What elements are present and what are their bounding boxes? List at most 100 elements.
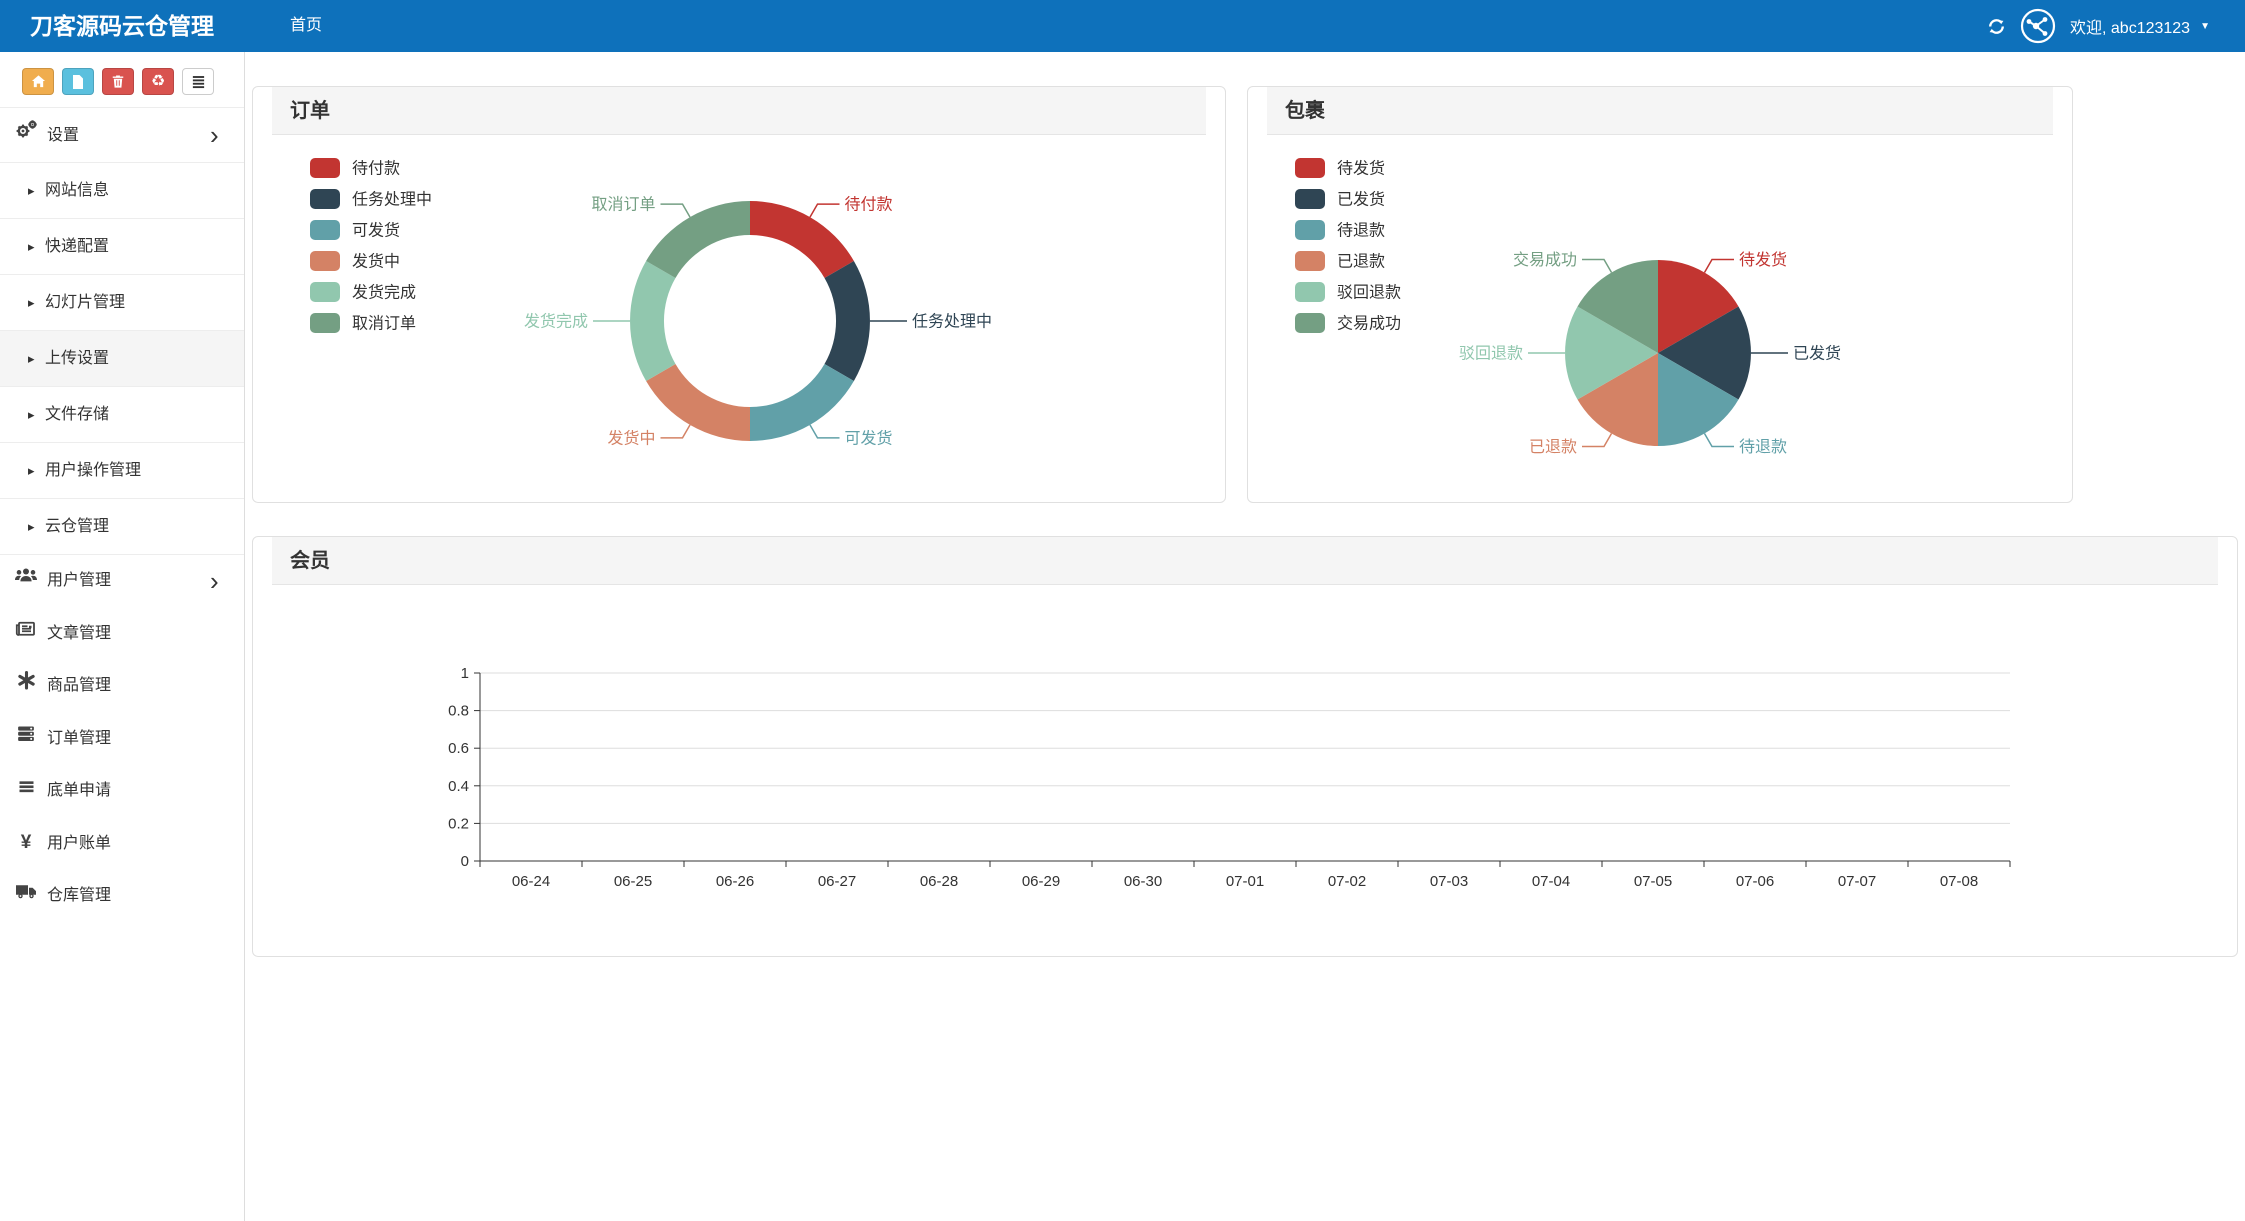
legend-label[interactable]: 交易成功	[1337, 315, 1401, 333]
pie-label-line	[809, 424, 840, 439]
legend-label[interactable]: 待退款	[1337, 222, 1385, 240]
sidebar-item-site-info[interactable]: ▸ 网站信息	[0, 163, 244, 219]
pie-label-line	[1703, 433, 1734, 448]
user-avatar[interactable]	[2020, 8, 2056, 44]
sidebar-item-label: 订单管理	[47, 729, 112, 747]
legend-label[interactable]: 已退款	[1337, 253, 1385, 271]
pie-slice[interactable]	[630, 261, 676, 381]
legend-label[interactable]: 待发货	[1337, 160, 1385, 178]
legend-label[interactable]: 可发货	[352, 222, 400, 240]
legend-swatch[interactable]	[1295, 220, 1325, 240]
legend-label[interactable]: 取消订单	[352, 315, 416, 333]
legend-swatch[interactable]	[310, 189, 340, 209]
legend-swatch[interactable]	[1295, 313, 1325, 333]
sidebar-item-user-bills[interactable]: ¥ 用户账单	[0, 818, 244, 871]
caret-down-icon[interactable]: ▼	[2200, 20, 2210, 32]
sidebar-item-file-storage[interactable]: ▸ 文件存储	[0, 387, 244, 443]
pie-slice[interactable]	[1577, 353, 1659, 446]
pie-slice[interactable]	[750, 201, 854, 278]
sidebar-item-user-operation-management[interactable]: ▸ 用户操作管理	[0, 443, 244, 499]
file-icon	[71, 74, 85, 90]
x-tick-label: 07-03	[1430, 873, 1468, 890]
pie-label-line	[1703, 258, 1734, 273]
sidebar-item-label: 用户账单	[47, 834, 112, 852]
sidebar-item-upload-settings[interactable]: ▸ 上传设置	[0, 331, 244, 387]
sidebar-item-receipt-application[interactable]: 底单申请	[0, 765, 244, 818]
pie-label-line	[660, 203, 691, 218]
pie-slice[interactable]	[1658, 260, 1739, 353]
pie-slice[interactable]	[1565, 306, 1658, 400]
recycle-button[interactable]: ♻	[142, 68, 174, 95]
nav-item-home[interactable]: 首页	[290, 17, 323, 34]
legend-swatch[interactable]	[310, 158, 340, 178]
list-button[interactable]	[182, 68, 214, 95]
trash-button[interactable]	[102, 68, 134, 95]
legend-swatch[interactable]	[310, 313, 340, 333]
sidebar-item-express-config[interactable]: ▸ 快递配置	[0, 219, 244, 275]
sidebar-item-article-management[interactable]: 文章管理	[0, 608, 244, 661]
pie-slice[interactable]	[646, 364, 750, 441]
caret-right-icon: ▸	[28, 239, 35, 254]
legend-swatch[interactable]	[1295, 189, 1325, 209]
caret-right-icon: ▸	[28, 183, 35, 198]
legend-swatch[interactable]	[1295, 251, 1325, 271]
pie-slice[interactable]	[646, 201, 750, 278]
caret-right-icon: ▸	[28, 463, 35, 478]
legend-label[interactable]: 发货中	[352, 253, 400, 271]
legend-label[interactable]: 已发货	[1337, 191, 1385, 209]
pie-label: 发货中	[607, 429, 655, 447]
pie-slice[interactable]	[1658, 306, 1751, 400]
legend-label[interactable]: 待付款	[352, 160, 400, 178]
pie-slice[interactable]	[750, 364, 854, 441]
pie-label: 任务处理中	[912, 313, 992, 331]
legend-swatch[interactable]	[310, 220, 340, 240]
sidebar-item-cloud-warehouse-management[interactable]: ▸ 云仓管理	[0, 499, 244, 555]
pie-label-line	[1582, 433, 1613, 448]
legend-label[interactable]: 发货完成	[352, 284, 416, 302]
sidebar-item-label: 网站信息	[45, 182, 110, 199]
trash-icon	[111, 74, 125, 89]
legend-label[interactable]: 任务处理中	[352, 191, 432, 209]
pie-slice[interactable]	[824, 261, 870, 381]
legend-swatch[interactable]	[1295, 158, 1325, 178]
sidebar-item-label: 底单申请	[47, 782, 112, 799]
legend-swatch[interactable]	[1295, 282, 1325, 302]
refresh-icon[interactable]	[1987, 17, 2006, 36]
x-tick-label: 07-07	[1838, 873, 1876, 890]
pie-slice[interactable]	[1577, 260, 1659, 353]
sidebar-item-product-management[interactable]: 商品管理	[0, 660, 244, 713]
orders-donut-chart[interactable]: 待付款任务处理中可发货发货中发货完成取消订单待付款任务处理中可发货发货中发货完成…	[253, 135, 1225, 502]
sidebar-item-label: 商品管理	[47, 677, 112, 694]
legend-swatch[interactable]	[310, 282, 340, 302]
sidebar-item-label: 用户操作管理	[45, 462, 142, 479]
caret-right-icon: ▸	[28, 519, 35, 534]
legend-swatch[interactable]	[310, 251, 340, 271]
pie-label: 已发货	[1793, 345, 1841, 363]
sidebar-item-label: 云仓管理	[45, 518, 110, 535]
sidebar-item-label: 用户管理	[47, 572, 112, 589]
welcome-text[interactable]: 欢迎, abc123123	[2070, 20, 2191, 37]
sidebar-item-user-management[interactable]: 用户管理 ›	[0, 555, 244, 608]
sidebar-menu: 设置 › ▸ 网站信息 ▸ 快递配置 ▸ 幻灯片管理 ▸ 上传设置 ▸ 文件存储 ▸ 用户操作管理 ▸ 云仓管…	[0, 107, 244, 923]
truck-icon	[12, 870, 40, 923]
home-button[interactable]	[22, 68, 54, 95]
sidebar-item-slideshow-management[interactable]: ▸ 幻灯片管理	[0, 275, 244, 331]
sidebar-item-label: 上传设置	[45, 350, 110, 367]
orders-panel-title: 订单	[272, 87, 1206, 135]
sidebar-item-label: 文章管理	[47, 624, 112, 642]
x-tick-label: 07-08	[1940, 873, 1978, 890]
yen-icon: ¥	[20, 831, 32, 853]
chevron-right-icon: ›	[210, 566, 219, 597]
sidebar-item-settings[interactable]: 设置 ›	[0, 107, 244, 163]
align-justify-icon	[12, 765, 40, 818]
legend-label[interactable]: 驳回退款	[1337, 284, 1401, 302]
file-button[interactable]	[62, 68, 94, 95]
sidebar-item-label: 设置	[47, 127, 80, 144]
sidebar-item-order-management[interactable]: 订单管理	[0, 713, 244, 766]
packages-panel-title: 包裹	[1267, 87, 2053, 135]
pie-slice[interactable]	[1658, 353, 1739, 446]
x-tick-label: 07-02	[1328, 873, 1366, 890]
members-line-chart[interactable]: 0 0.2 0.4 0.6 0.8 1 06-24 06-25 06-26 06-27 06-28 0…	[253, 585, 2237, 956]
sidebar-item-warehouse-management[interactable]: 仓库管理	[0, 870, 244, 923]
